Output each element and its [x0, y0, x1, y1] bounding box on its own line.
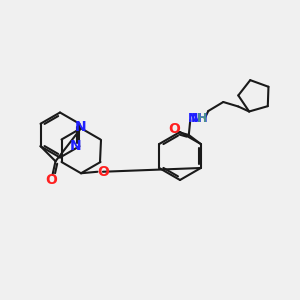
Text: N: N — [75, 120, 87, 134]
Text: O: O — [45, 173, 57, 187]
Text: N: N — [190, 112, 201, 125]
Text: O: O — [168, 122, 180, 136]
Text: NH: NH — [188, 112, 208, 125]
Text: N: N — [70, 139, 82, 153]
Text: O: O — [97, 165, 109, 179]
Text: H: H — [196, 112, 207, 125]
